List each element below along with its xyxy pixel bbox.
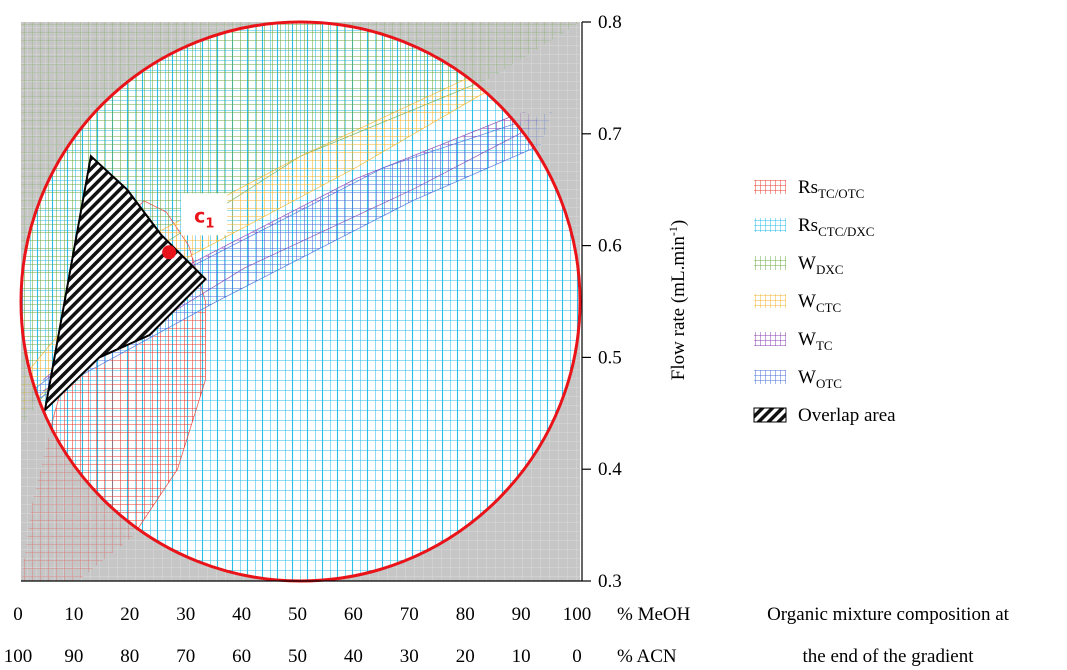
- x-tick-label-meoh: 80: [456, 604, 475, 625]
- x-axis-title-line-2: the end of the gradient: [803, 646, 975, 667]
- annotation-label-box: [181, 193, 228, 236]
- y-tick-group: 0.3 0.4 0.5 0.6 0.7 0.8: [582, 12, 622, 592]
- legend-label: WTC: [798, 329, 833, 353]
- legend: RsTC/OTC RsCTC/DXC WDXC WCTC WTC WOTC Overlap …: [753, 177, 896, 426]
- legend-swatch: [754, 256, 786, 270]
- x-secondary-label: % ACN: [617, 646, 677, 667]
- y-axis-title-main: Flow rate (mL.min: [668, 236, 689, 381]
- annotation-layer: c1: [162, 193, 228, 260]
- legend-swatch: [754, 218, 786, 232]
- x-axis-title-line-1: Organic mixture composition at: [767, 604, 1010, 625]
- y-tick-label: 0.6: [598, 236, 622, 257]
- x-tick-label-acn: 60: [232, 646, 251, 667]
- x-tick-label-acn: 80: [120, 646, 139, 667]
- x-tick-label-meoh: 70: [400, 604, 419, 625]
- legend-label: RsCTC/DXC: [798, 215, 874, 239]
- y-tick-label: 0.3: [598, 571, 622, 592]
- legend-swatch: [754, 294, 786, 308]
- x-tick-label-meoh: 30: [176, 604, 195, 625]
- design-space-layer: [21, 22, 580, 581]
- legend-swatch: [754, 332, 786, 346]
- x-tick-label-meoh: 90: [512, 604, 531, 625]
- y-axis-title-sup: -1: [666, 226, 680, 236]
- annotation-point: [162, 245, 177, 260]
- x-tick-label-acn: 0: [572, 646, 582, 667]
- y-tick-label: 0.4: [598, 459, 622, 480]
- overlap-layer: [43, 154, 207, 413]
- x-tick-label-acn: 30: [400, 646, 419, 667]
- x-tick-label-meoh: 0: [13, 604, 23, 625]
- region-w-otc: [32, 111, 552, 403]
- legend-label: WCTC: [798, 291, 841, 315]
- overlap-area: [43, 154, 207, 413]
- x-tick-label-acn: 70: [176, 646, 195, 667]
- x-tick-label-acn: 10: [512, 646, 531, 667]
- legend-label: WDXC: [798, 253, 843, 277]
- x-tick-label-acn: 100: [4, 646, 33, 667]
- x-tick-label-meoh: 10: [64, 604, 83, 625]
- x-tick-label-meoh: 40: [232, 604, 251, 625]
- x-tick-label-acn: 20: [456, 646, 475, 667]
- x-tick-label-acn: 40: [344, 646, 363, 667]
- legend-label-overlap: Overlap area: [798, 405, 896, 426]
- y-axis-title: Flow rate (mL.min-1): [666, 220, 689, 380]
- x-primary-label: % MeOH: [617, 604, 691, 625]
- legend-swatch-overlap: [753, 407, 787, 423]
- legend-swatch: [754, 370, 786, 384]
- x-tick-label-acn: 50: [288, 646, 307, 667]
- y-tick-label: 0.7: [598, 124, 622, 145]
- x-tick-label-meoh: 20: [120, 604, 139, 625]
- x-tick-label-meoh: 50: [288, 604, 307, 625]
- x-tick-group: 0100109020803070406050506040703080209010…: [4, 604, 592, 667]
- y-tick-label: 0.5: [598, 347, 622, 368]
- y-axis-title-end: ): [668, 220, 689, 226]
- legend-label: RsTC/OTC: [798, 177, 864, 201]
- annotation-label: c1: [194, 205, 214, 231]
- x-tick-label-acn: 90: [64, 646, 83, 667]
- legend-swatch: [754, 180, 786, 194]
- region-w-dxc: [21, 22, 580, 425]
- x-tick-label-meoh: 60: [344, 604, 363, 625]
- x-tick-label-meoh: 100: [563, 604, 592, 625]
- y-tick-label: 0.8: [598, 12, 622, 33]
- legend-label: WOTC: [798, 367, 842, 391]
- region-w-ctc: [21, 77, 491, 414]
